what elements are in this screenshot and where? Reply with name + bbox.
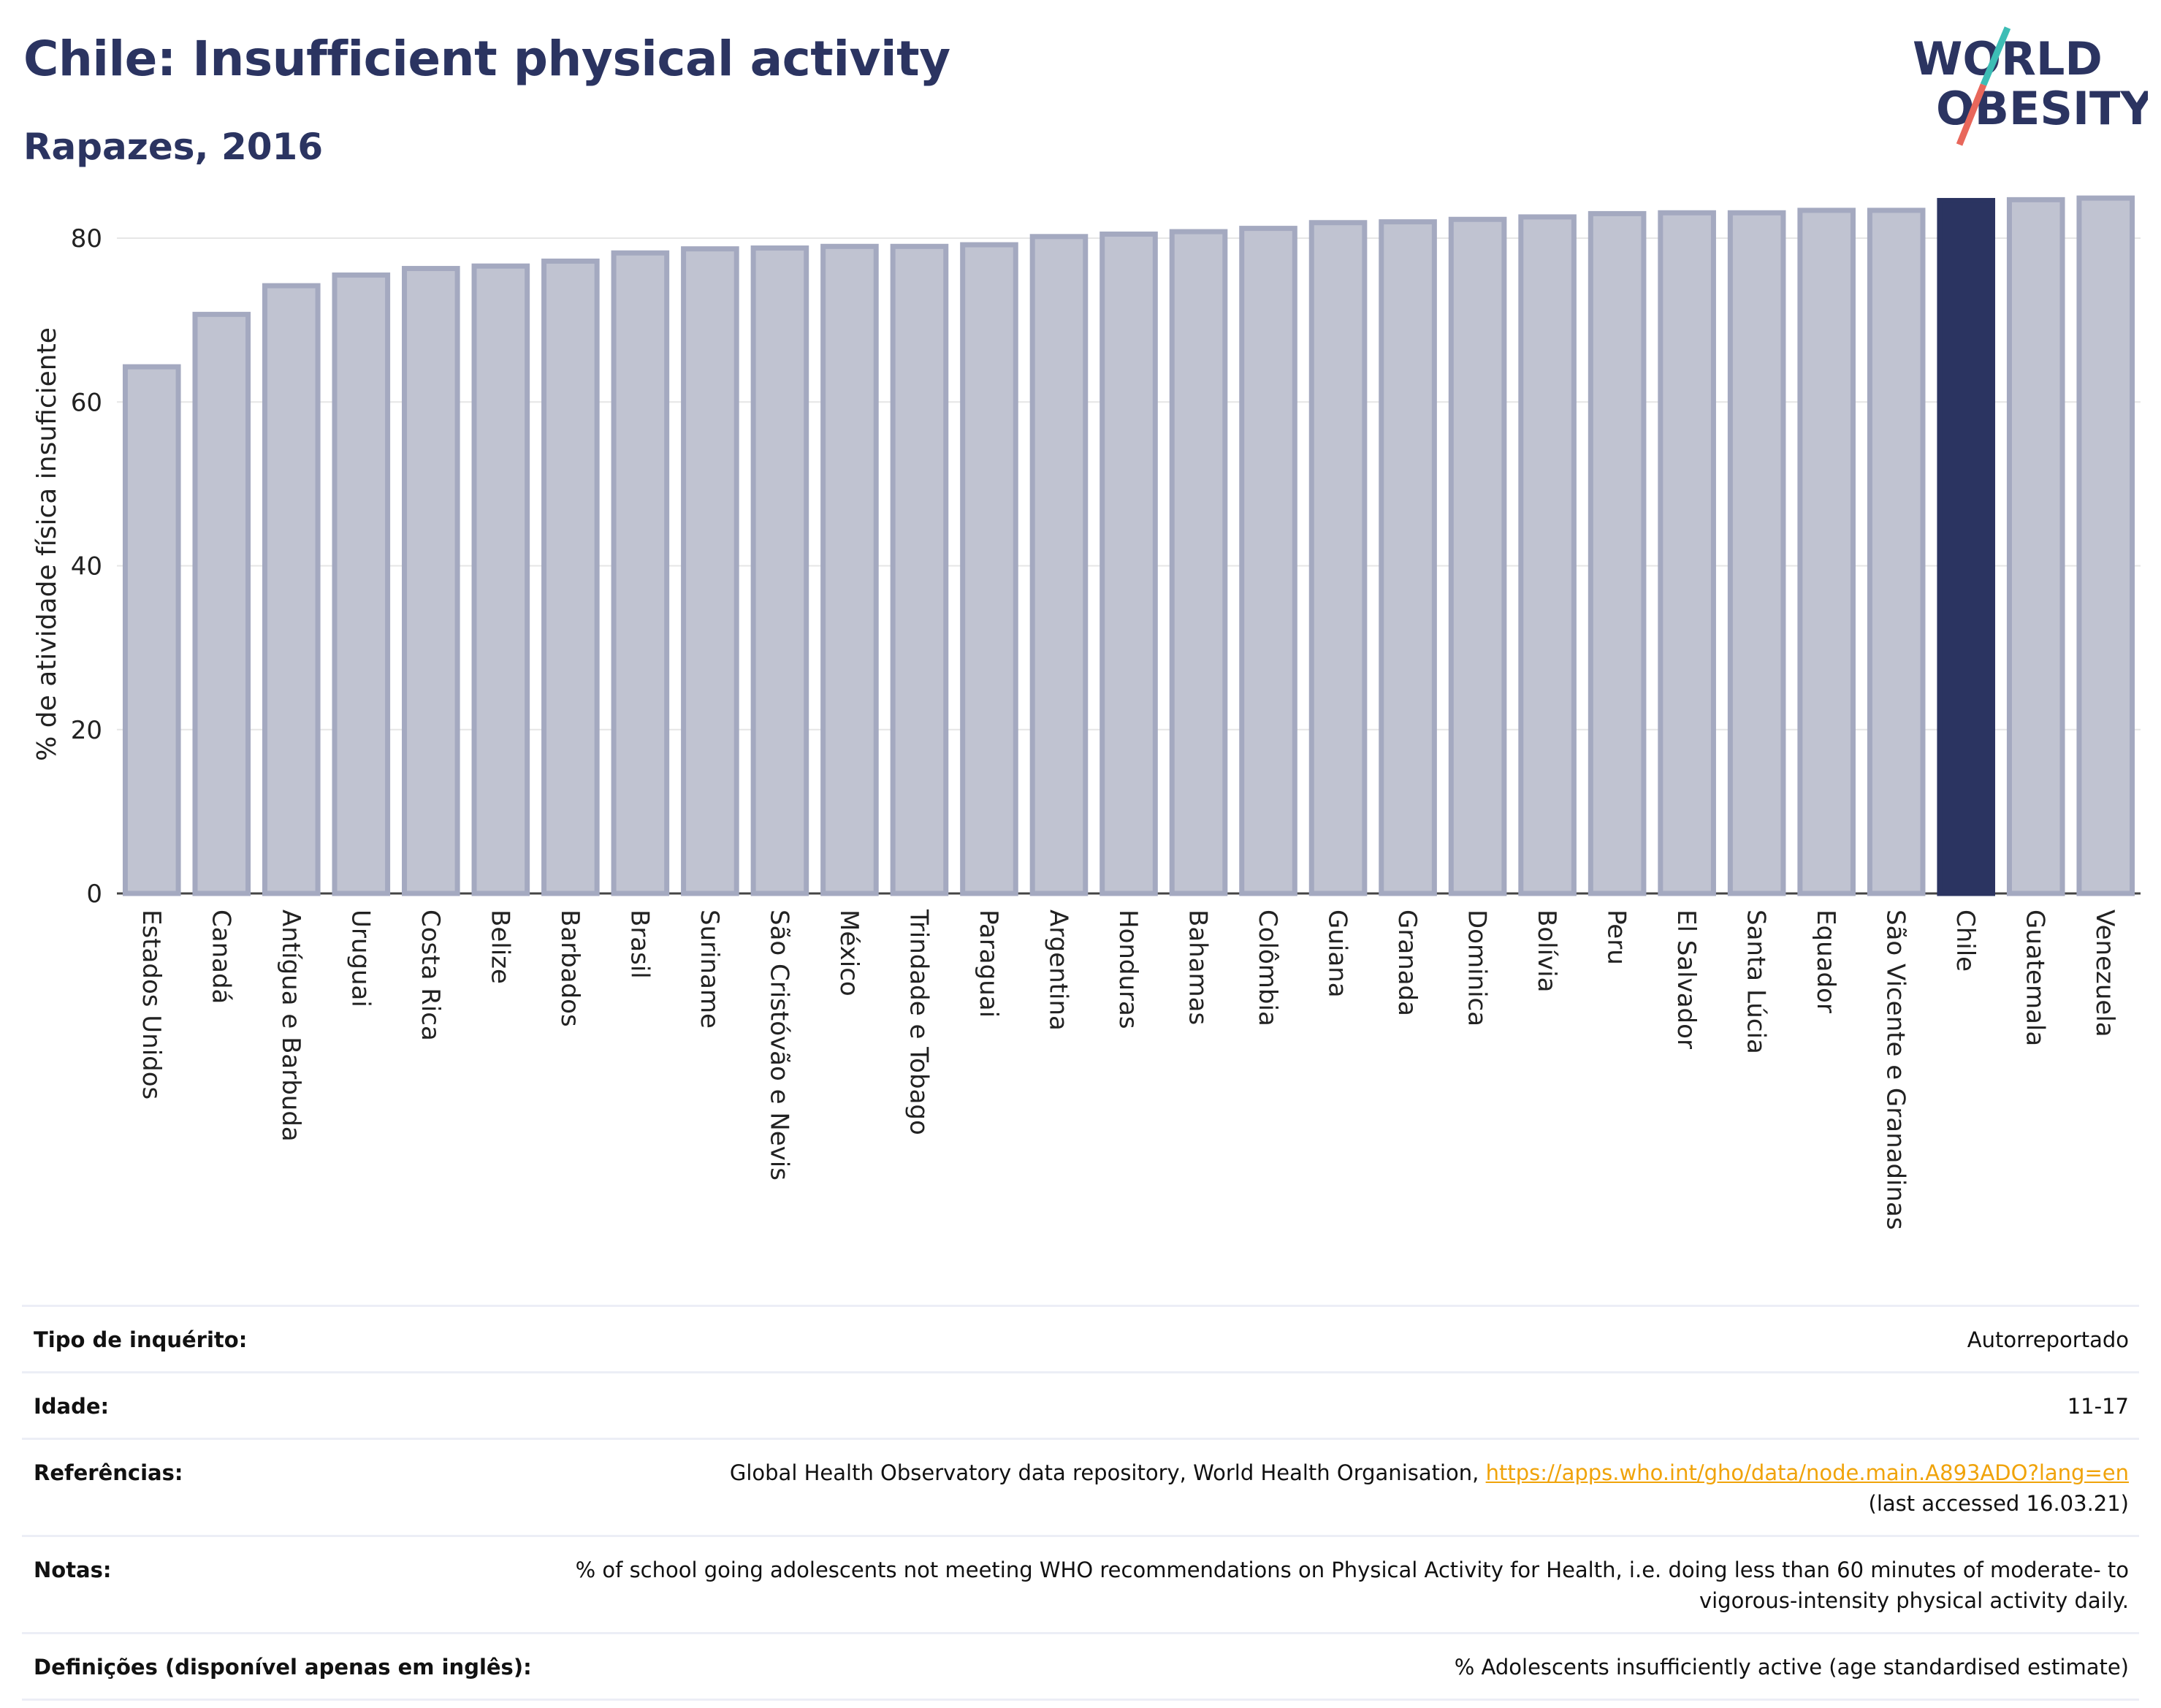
meta-value: % of school going adolescents not meetin… bbox=[575, 1558, 2129, 1613]
x-tick-label: Brasil bbox=[625, 910, 654, 979]
x-tick-label: Antígua e Barbuda bbox=[276, 910, 305, 1142]
x-tick-label: Dominica bbox=[1463, 910, 1492, 1026]
chart-subtitle: Rapazes, 2016 bbox=[23, 126, 324, 168]
bar-barbados bbox=[541, 258, 600, 896]
bar-argentina bbox=[1029, 234, 1089, 896]
x-tick-label: Argentina bbox=[1043, 910, 1072, 1031]
bar-chart: 0 20 40 60 80 Estados Unidos Canadá Antígua e … bbox=[32, 195, 2141, 1230]
bar-peru bbox=[1588, 210, 1647, 896]
x-tick-label: Costa Rica bbox=[416, 910, 445, 1041]
bar-costa-rica bbox=[402, 266, 460, 896]
bar-dominica bbox=[1448, 216, 1507, 896]
meta-row-definitions: Definições (disponível apenas em inglês)… bbox=[22, 1632, 2139, 1701]
x-tick-label: Canadá bbox=[206, 910, 235, 1004]
bar-colombia bbox=[1239, 226, 1297, 896]
chart-title: Chile: Insufficient physical activity bbox=[23, 31, 950, 87]
x-tick-label: Colômbia bbox=[1253, 910, 1282, 1026]
bar-santa-lucia bbox=[1727, 210, 1786, 896]
reference-accessed: (last accessed 16.03.21) bbox=[1868, 1491, 2129, 1516]
x-tick-label: Paraguai bbox=[974, 910, 1003, 1018]
bar-el-salvador bbox=[1658, 210, 1716, 896]
x-tick-label: Trindade e Tobago bbox=[904, 909, 933, 1135]
x-tick-label: Guiana bbox=[1323, 910, 1352, 998]
x-tick-label: Equador bbox=[1811, 910, 1840, 1013]
x-tick-label: Bahamas bbox=[1184, 910, 1213, 1025]
y-tick-label: 40 bbox=[71, 552, 102, 582]
x-tick-label: México bbox=[834, 910, 864, 996]
bar-belize bbox=[471, 263, 530, 896]
x-tick-label: Santa Lúcia bbox=[1742, 910, 1771, 1054]
bar-uruguai bbox=[332, 272, 391, 896]
bars-layer bbox=[122, 195, 2135, 896]
meta-row-notes: Notas: % of school going adolescents not… bbox=[22, 1535, 2139, 1632]
meta-row-references: Referências: Global Health Observatory d… bbox=[22, 1438, 2139, 1535]
x-tick-label: Barbados bbox=[555, 910, 584, 1027]
logo-slash-bottom bbox=[1956, 83, 1987, 146]
logo-slash-top bbox=[1980, 26, 2011, 86]
y-tick-label: 60 bbox=[71, 388, 102, 417]
world-obesity-logo: WORLD OBESITY bbox=[1913, 26, 2148, 146]
x-tick-label: Bolívia bbox=[1532, 910, 1561, 992]
meta-label: Referências: bbox=[34, 1460, 183, 1485]
metadata-table: Tipo de inquérito: Autorreportado Idade:… bbox=[22, 1305, 2139, 1701]
meta-label: Idade: bbox=[34, 1394, 110, 1419]
x-tick-label: Peru bbox=[1602, 910, 1631, 965]
bar-guiana bbox=[1308, 220, 1368, 896]
x-tick-label: Guatemala bbox=[2021, 910, 2050, 1046]
x-tick-label: Granada bbox=[1392, 910, 1422, 1016]
y-tick-label: 80 bbox=[71, 224, 102, 253]
bar-suriname bbox=[681, 246, 739, 896]
x-tick-label: São Cristóvão e Nevis bbox=[764, 910, 793, 1181]
bar-mexico bbox=[820, 243, 879, 896]
meta-label: Tipo de inquérito: bbox=[34, 1327, 248, 1352]
x-tick-label: El Salvador bbox=[1672, 910, 1701, 1049]
x-tick-label: Chile bbox=[1951, 910, 1980, 972]
bar-bolivia bbox=[1518, 214, 1577, 896]
bar-chile bbox=[1937, 197, 1996, 896]
meta-value: 11-17 bbox=[2067, 1394, 2129, 1419]
x-tick-label: Estados Unidos bbox=[137, 910, 166, 1099]
reference-link[interactable]: https://apps.who.int/gho/data/node.main.… bbox=[1485, 1460, 2129, 1485]
bar-honduras bbox=[1099, 231, 1158, 896]
meta-value: % Adolescents insufficiently active (age… bbox=[1454, 1655, 2129, 1680]
bar-paraguai bbox=[960, 242, 1018, 896]
meta-label: Notas: bbox=[34, 1558, 112, 1582]
bar-antigua-e-barbuda bbox=[262, 283, 321, 896]
y-axis-label: % de atividade física insuficiente bbox=[32, 327, 62, 761]
x-tick-label: Venezuela bbox=[2090, 910, 2119, 1037]
reference-text: Global Health Observatory data repositor… bbox=[729, 1460, 1479, 1485]
bar-bahamas bbox=[1169, 229, 1228, 896]
bar-venezuela bbox=[2076, 195, 2135, 896]
meta-value-references: Global Health Observatory data repositor… bbox=[730, 1457, 2129, 1519]
bar-trindade-e-tobago bbox=[890, 243, 949, 896]
x-tick-label: Belize bbox=[485, 910, 514, 984]
x-tick-labels: Estados Unidos Canadá Antígua e Barbuda Uru… bbox=[137, 909, 2119, 1230]
bar-brasil bbox=[611, 250, 670, 896]
bar-granada bbox=[1379, 219, 1437, 896]
x-tick-label: Suriname bbox=[695, 910, 724, 1029]
x-tick-label: Uruguai bbox=[346, 910, 375, 1007]
y-tick-label: 20 bbox=[71, 716, 102, 745]
x-tick-label: São Vicente e Granadinas bbox=[1881, 910, 1910, 1230]
meta-row-age: Idade: 11-17 bbox=[22, 1371, 2139, 1438]
bar-sao-cristovao-e-nevis bbox=[750, 245, 809, 896]
logo-line1: WORLD bbox=[1913, 32, 2103, 85]
bar-sao-vicente-e-granadinas bbox=[1867, 207, 1926, 896]
meta-value: Autorreportado bbox=[1967, 1327, 2129, 1352]
meta-row-survey-type: Tipo de inquérito: Autorreportado bbox=[22, 1305, 2139, 1371]
meta-label: Definições (disponível apenas em inglês)… bbox=[34, 1655, 532, 1680]
y-ticks: 0 20 40 60 80 bbox=[71, 224, 102, 909]
bar-estados-unidos bbox=[122, 364, 181, 896]
bar-guatemala bbox=[2006, 197, 2065, 896]
x-tick-label: Honduras bbox=[1113, 910, 1143, 1029]
bar-equador bbox=[1797, 207, 1856, 896]
y-tick-label: 0 bbox=[86, 880, 102, 909]
bar-canada bbox=[192, 311, 251, 896]
